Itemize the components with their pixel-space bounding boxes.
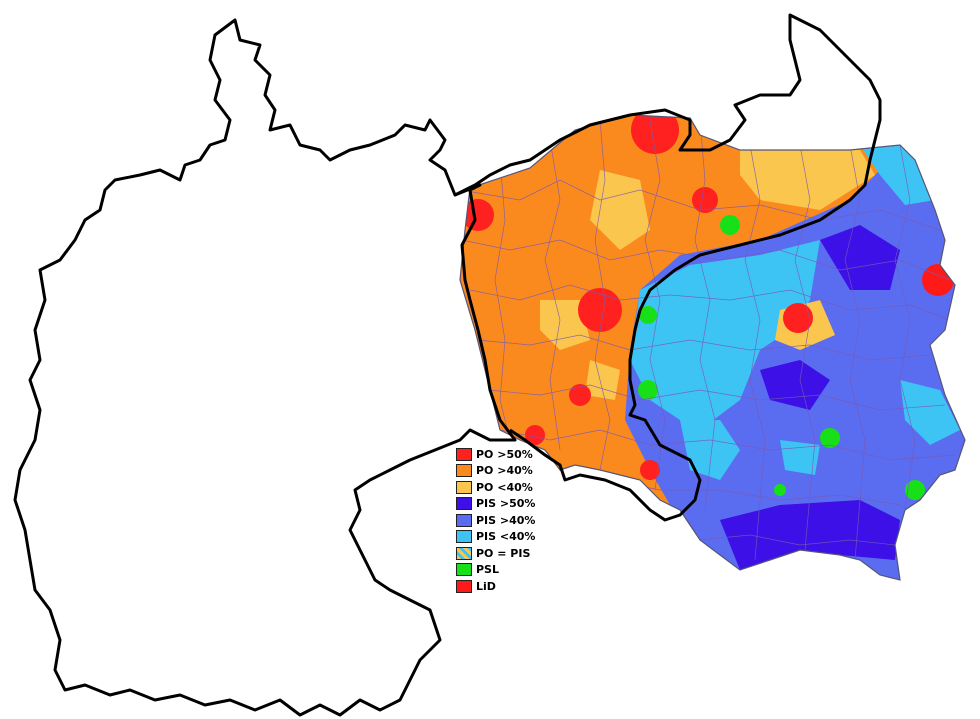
south-pis-50 — [720, 500, 900, 570]
central-psl — [639, 306, 657, 324]
legend-label: PIS <40% — [476, 530, 536, 544]
legend-label: PSL — [476, 563, 499, 577]
legend-item-po-over-40: PO >40% — [456, 463, 566, 480]
krakow-po-50 — [640, 460, 660, 480]
south-east-pis-under-40 — [780, 440, 820, 475]
north-po-under-40 — [740, 150, 875, 210]
legend-swatch-hatched — [456, 546, 472, 560]
west-po-under-40 — [540, 300, 590, 350]
bydgoszcz-po-50 — [692, 187, 718, 213]
legend-item-po-under-40: PO <40% — [456, 479, 566, 496]
legend-label: PIS >50% — [476, 497, 536, 511]
legend-swatch — [456, 513, 472, 527]
legend-label: PO >40% — [476, 464, 533, 478]
warsaw-po-50 — [783, 303, 813, 333]
historical-border — [454, 13, 882, 522]
east-psl — [820, 428, 840, 448]
legend-label: PIS >40% — [476, 513, 536, 527]
legend-item-po-over-50: PO >50% — [456, 446, 566, 463]
poland-regions — [460, 115, 965, 580]
legend-item-lid: LiD — [456, 578, 566, 595]
map-legend: PO >50% PO >40% PO <40% PIS >50% PIS >40… — [456, 446, 566, 595]
legend-label: PO <40% — [476, 480, 533, 494]
legend-label: PO = PIS — [476, 546, 531, 560]
legend-swatch — [456, 464, 472, 478]
south-psl — [774, 484, 786, 496]
katowice-po-50 — [525, 425, 545, 445]
southeast-psl — [905, 480, 925, 500]
legend-swatch — [456, 563, 472, 577]
poznan-po-50 — [578, 288, 622, 332]
legend-swatch — [456, 480, 472, 494]
legend-item-pis-over-40: PIS >40% — [456, 512, 566, 529]
southeast-pis-under-40 — [680, 420, 740, 480]
szczecin-po-50 — [462, 199, 494, 231]
legend-swatch — [456, 447, 472, 461]
legend-swatch — [456, 530, 472, 544]
south-po-under-40 — [585, 360, 620, 400]
legend-item-po-equals-pis: PO = PIS — [456, 545, 566, 562]
legend-item-pis-over-50: PIS >50% — [456, 496, 566, 513]
legend-item-pis-under-40: PIS <40% — [456, 529, 566, 546]
torun-psl — [720, 215, 740, 235]
legend-swatch — [456, 497, 472, 511]
legend-label: PO >50% — [476, 447, 533, 461]
wroclaw-po-50 — [569, 384, 591, 406]
gdansk-po-50 — [631, 115, 679, 154]
legend-swatch — [456, 579, 472, 593]
east-pis-50 — [820, 225, 900, 290]
legend-label: LiD — [476, 579, 496, 593]
central-po-under-40 — [590, 170, 650, 250]
legend-item-psl: PSL — [456, 562, 566, 579]
germany-outline — [13, 18, 517, 717]
mid-pis-50 — [760, 360, 830, 410]
central-region-pis-under-40 — [630, 240, 820, 430]
east-pis-under-40 — [900, 380, 960, 445]
mid-psl — [638, 380, 658, 400]
